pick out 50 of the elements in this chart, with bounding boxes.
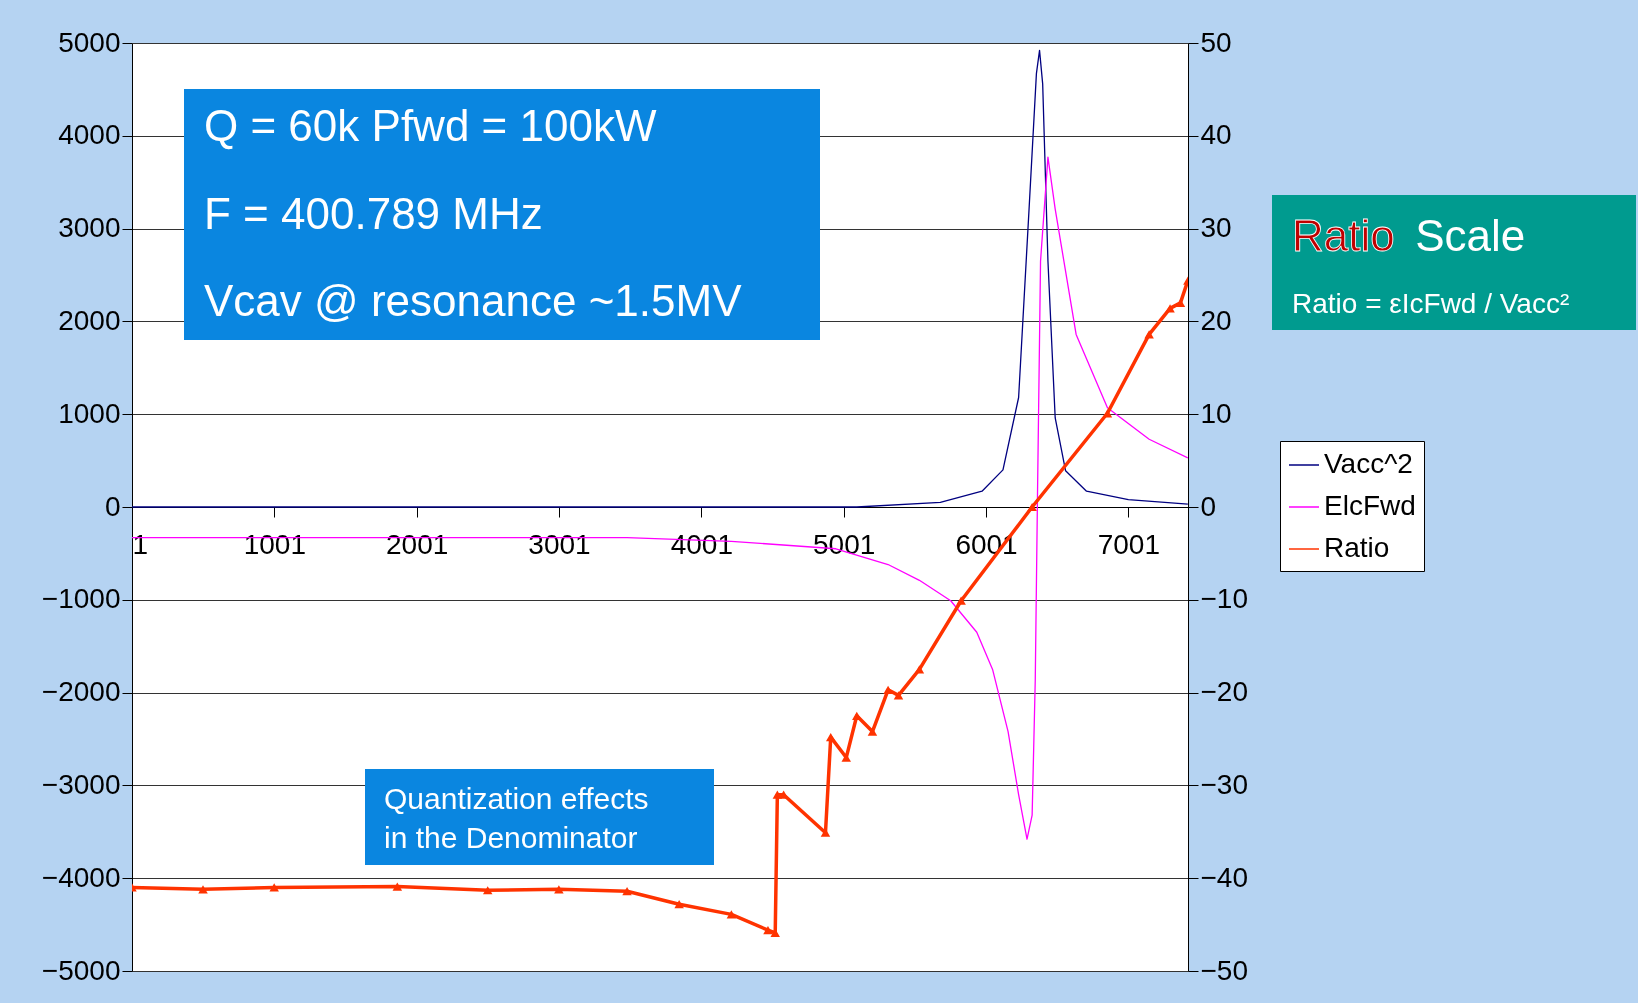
point (825, 733, 836, 742)
point (1144, 330, 1154, 339)
text: Ratio Scale (1292, 211, 1526, 260)
y-tick-label: −4000 (41, 861, 121, 893)
x-tick-label: 5001 (813, 528, 876, 560)
annotation: Quantization effects in the Denominator (384, 782, 649, 854)
y2-tick-label: −40 (1200, 861, 1248, 893)
point (956, 596, 966, 605)
y-tick-label: 4000 (58, 119, 121, 151)
point (763, 926, 773, 935)
point (392, 882, 403, 891)
legend-label: ElcFwd (1324, 490, 1416, 521)
x-tick-label: 7001 (1097, 528, 1161, 560)
point (269, 883, 279, 892)
y-tick-label: 5000 (58, 26, 121, 58)
y2-tick-label: 40 (1200, 119, 1232, 151)
point (482, 886, 493, 895)
text: Ratio = εIcFwd / Vacc² (1292, 288, 1570, 319)
y2-tick-label: 10 (1200, 397, 1232, 429)
point (893, 691, 904, 700)
point (1165, 304, 1175, 313)
y-tick-label: −1000 (41, 583, 121, 615)
y2-tick-label: 50 (1200, 26, 1232, 58)
y2-tick-label: −30 (1200, 768, 1248, 800)
point (1027, 502, 1037, 512)
y-tick-label: 1000 (58, 397, 121, 429)
y-tick-label: 0 (104, 490, 121, 522)
point (883, 685, 893, 694)
y2-tick-label: −50 (1200, 954, 1248, 986)
point (1102, 409, 1113, 418)
point (726, 910, 737, 919)
annotation: Vcav @ resonance ~1.5MV (204, 276, 743, 325)
point (914, 665, 925, 674)
y-tick-label: −3000 (41, 768, 121, 800)
y2-tick-label: 30 (1200, 212, 1232, 244)
y-tick-label: 2000 (58, 304, 121, 336)
legend-label: Ratio (1324, 532, 1390, 563)
y2-tick-label: −20 (1200, 676, 1248, 708)
annotation: Q = 60k Pfwd = 100kW (204, 101, 657, 150)
y-tick-label: 3000 (58, 212, 121, 244)
y2-tick-label: 0 (1200, 490, 1217, 522)
point (674, 900, 684, 909)
legend-label: Vacc^2 (1324, 448, 1413, 479)
point (1175, 298, 1186, 307)
point (622, 887, 632, 896)
y2-tick-label: −10 (1200, 583, 1248, 615)
annotation: F = 400.789 MHz (204, 189, 543, 238)
y2-tick-label: 20 (1200, 304, 1232, 336)
y-tick-label: −5000 (41, 954, 121, 986)
y-tick-label: −2000 (41, 676, 121, 708)
